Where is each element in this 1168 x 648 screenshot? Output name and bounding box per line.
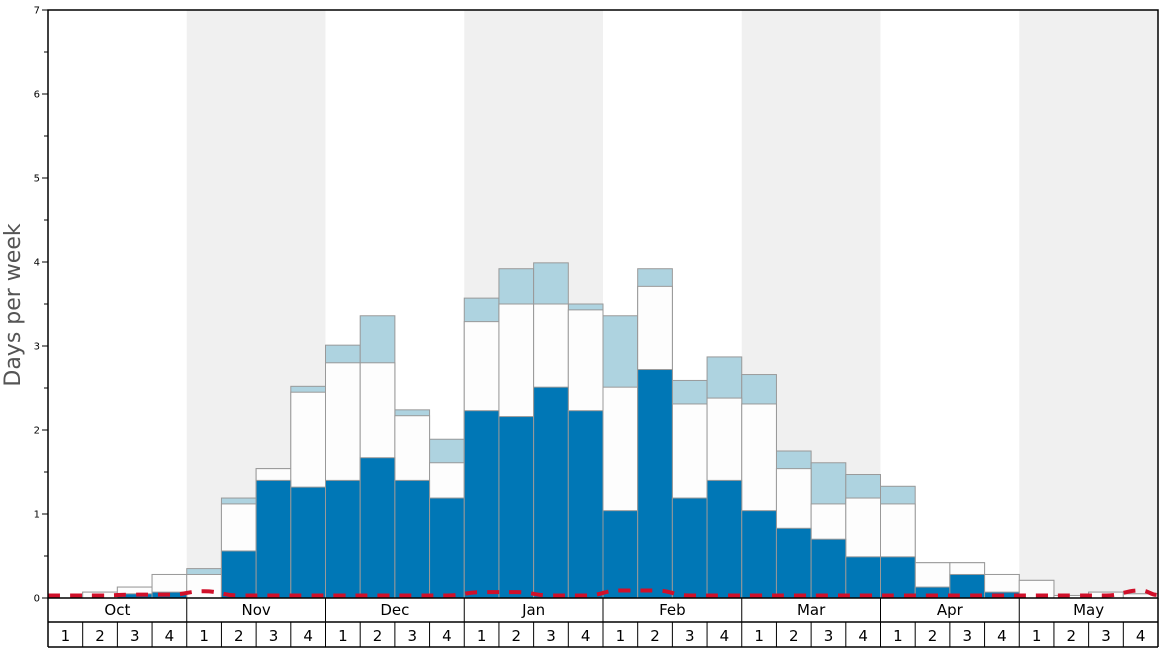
week-label: 1 (1032, 627, 1042, 645)
month-label: Nov (241, 601, 270, 619)
week-label: 4 (303, 627, 313, 645)
week-label: 2 (512, 627, 522, 645)
month-label: Dec (380, 601, 409, 619)
month-shade (1019, 10, 1158, 598)
week-label: 2 (373, 627, 383, 645)
week-label: 2 (789, 627, 799, 645)
week-label: 1 (338, 627, 348, 645)
week-label: 1 (893, 627, 903, 645)
bar-dark (567, 410, 604, 599)
y-tick-label: 2 (34, 426, 40, 437)
week-label: 3 (824, 627, 834, 645)
axes: 0 1 2 3 4 5 6 7 Oct 1 2 3 4 Nov 1 2 3 4 Dec 1 2 3 4 Jan 1 2 3 4 Feb 1… (34, 6, 1159, 648)
week-label: 4 (858, 627, 868, 645)
month-label: Jan (521, 601, 545, 619)
bar-dark (290, 486, 326, 599)
week-label: 4 (1136, 627, 1146, 645)
week-label: 4 (165, 627, 175, 645)
week-label: 4 (720, 627, 730, 645)
bar-dark (775, 527, 812, 599)
y-axis-label: Days per week (1, 223, 26, 386)
bar-dark (880, 556, 916, 599)
y-tick-label: 1 (34, 510, 40, 521)
average-line (47, 588, 1159, 598)
y-tick-label: 6 (34, 90, 40, 101)
bar-dark (602, 510, 639, 599)
week-label: 3 (546, 627, 556, 645)
bar-dark (463, 410, 500, 599)
week-label: 1 (61, 627, 71, 645)
month-label: Oct (104, 601, 130, 619)
bar-dark (671, 497, 708, 599)
week-label: 1 (616, 627, 626, 645)
y-tick-label: 3 (34, 342, 40, 353)
week-label: 4 (997, 627, 1007, 645)
bar-dark (845, 556, 881, 599)
bar-dark (706, 479, 743, 599)
bar-dark (637, 369, 673, 599)
week-label: 4 (442, 627, 452, 645)
bar-dark (429, 497, 465, 599)
bar-white (186, 573, 222, 599)
bar-dark (325, 479, 361, 599)
week-label: 2 (234, 627, 244, 645)
bars (82, 262, 1159, 599)
bar-dark (741, 510, 777, 599)
month-label: Apr (937, 601, 964, 619)
y-tick-label: 0 (34, 594, 40, 605)
week-label: 1 (754, 627, 764, 645)
month-label: May (1073, 601, 1104, 619)
week-label: 3 (269, 627, 279, 645)
week-label: 1 (477, 627, 487, 645)
week-label: 3 (685, 627, 695, 645)
week-label: 4 (581, 627, 591, 645)
y-tick-label: 4 (34, 258, 40, 269)
week-label: 3 (962, 627, 972, 645)
bar-dark (498, 416, 535, 599)
y-tick-label: 5 (34, 174, 40, 185)
week-label: 2 (650, 627, 660, 645)
bar-dark (533, 386, 569, 599)
week-label: 3 (407, 627, 417, 645)
bar-dark (255, 479, 292, 599)
week-label: 2 (1067, 627, 1077, 645)
y-tick-label: 7 (34, 6, 40, 17)
month-label: Feb (659, 601, 686, 619)
bar-dark (359, 457, 396, 599)
week-label: 1 (199, 627, 209, 645)
week-label: 3 (130, 627, 140, 645)
month-label: Mar (797, 601, 826, 619)
bar-dark (810, 538, 847, 599)
week-label: 3 (1101, 627, 1111, 645)
bar-dark (220, 550, 257, 599)
average-dashed-line (47, 588, 1159, 598)
week-label: 2 (928, 627, 938, 645)
bar-dark (394, 479, 431, 599)
week-label: 2 (95, 627, 105, 645)
